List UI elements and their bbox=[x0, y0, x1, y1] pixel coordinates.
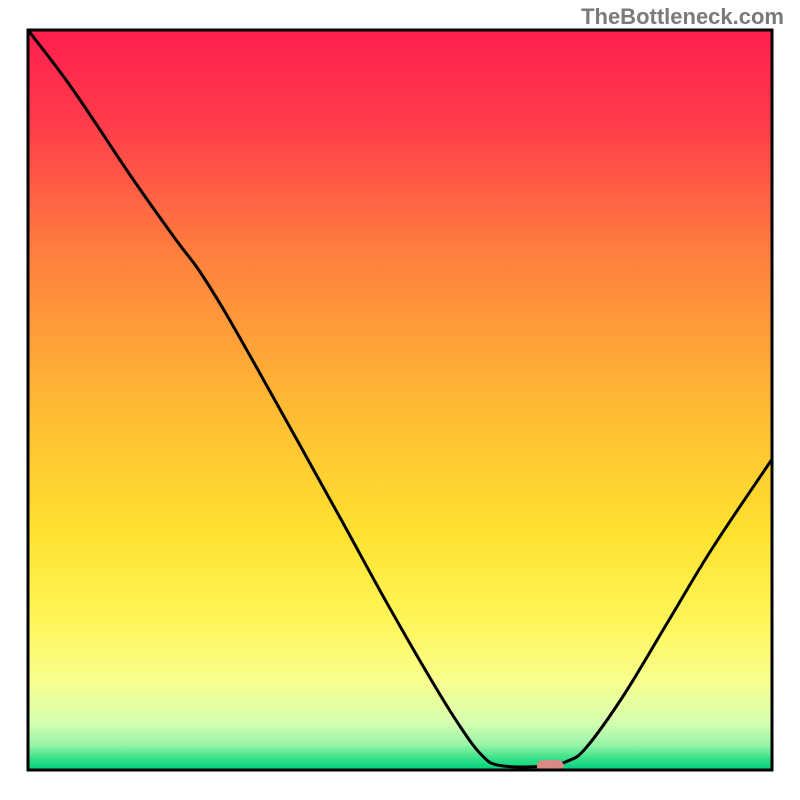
bottleneck-curve-chart bbox=[0, 0, 800, 800]
chart-container: TheBottleneck.com bbox=[0, 0, 800, 800]
plot-background bbox=[28, 30, 772, 770]
